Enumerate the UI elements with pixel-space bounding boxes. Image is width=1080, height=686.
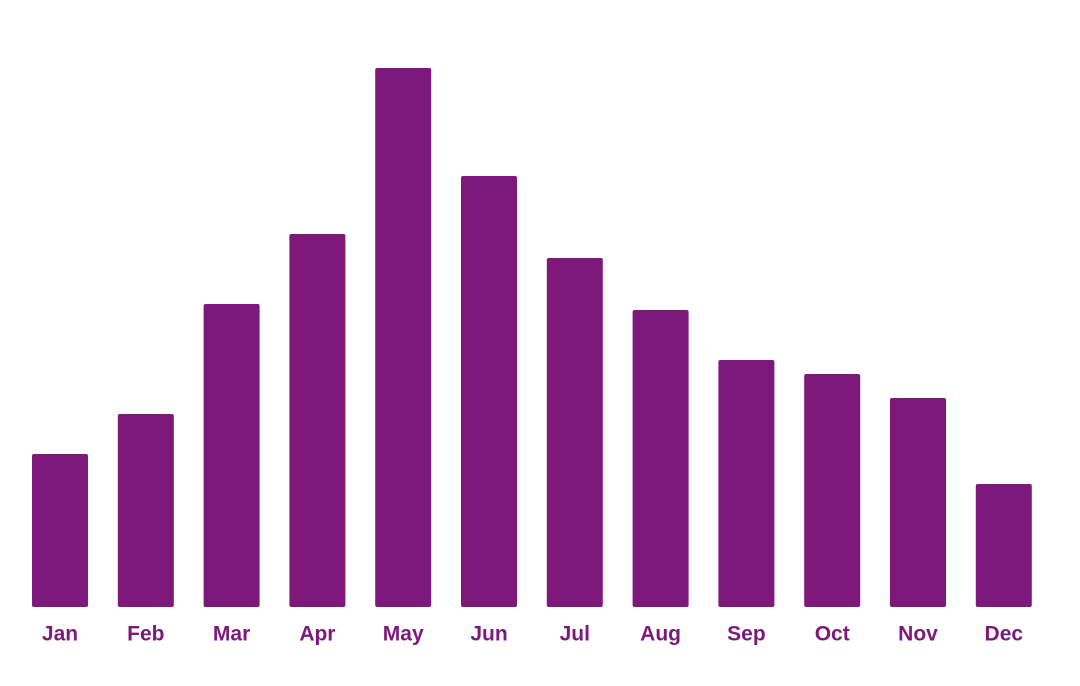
x-tick-label: Sep bbox=[727, 623, 766, 646]
x-tick-label: Dec bbox=[985, 623, 1024, 646]
bar bbox=[203, 304, 260, 607]
bar bbox=[461, 176, 517, 607]
x-tick-label: May bbox=[383, 623, 424, 646]
bar bbox=[718, 360, 775, 607]
x-tick-label: Jul bbox=[560, 623, 590, 646]
bar bbox=[117, 414, 174, 607]
bar bbox=[975, 484, 1032, 607]
x-tick-label: Aug bbox=[640, 623, 681, 646]
bar bbox=[375, 68, 432, 607]
x-tick-label: Jan bbox=[42, 623, 78, 646]
bar bbox=[546, 258, 603, 607]
bar bbox=[632, 310, 689, 607]
x-tick-label: Nov bbox=[898, 623, 938, 646]
bar bbox=[289, 234, 346, 607]
bar bbox=[890, 398, 946, 607]
bar bbox=[32, 454, 88, 607]
x-tick-label: Oct bbox=[815, 623, 850, 646]
x-tick-label: Mar bbox=[213, 623, 250, 646]
bar bbox=[804, 374, 861, 607]
x-tick-label: Feb bbox=[127, 623, 164, 646]
x-tick-label: Jun bbox=[470, 623, 507, 646]
x-tick-label: Apr bbox=[299, 623, 335, 646]
